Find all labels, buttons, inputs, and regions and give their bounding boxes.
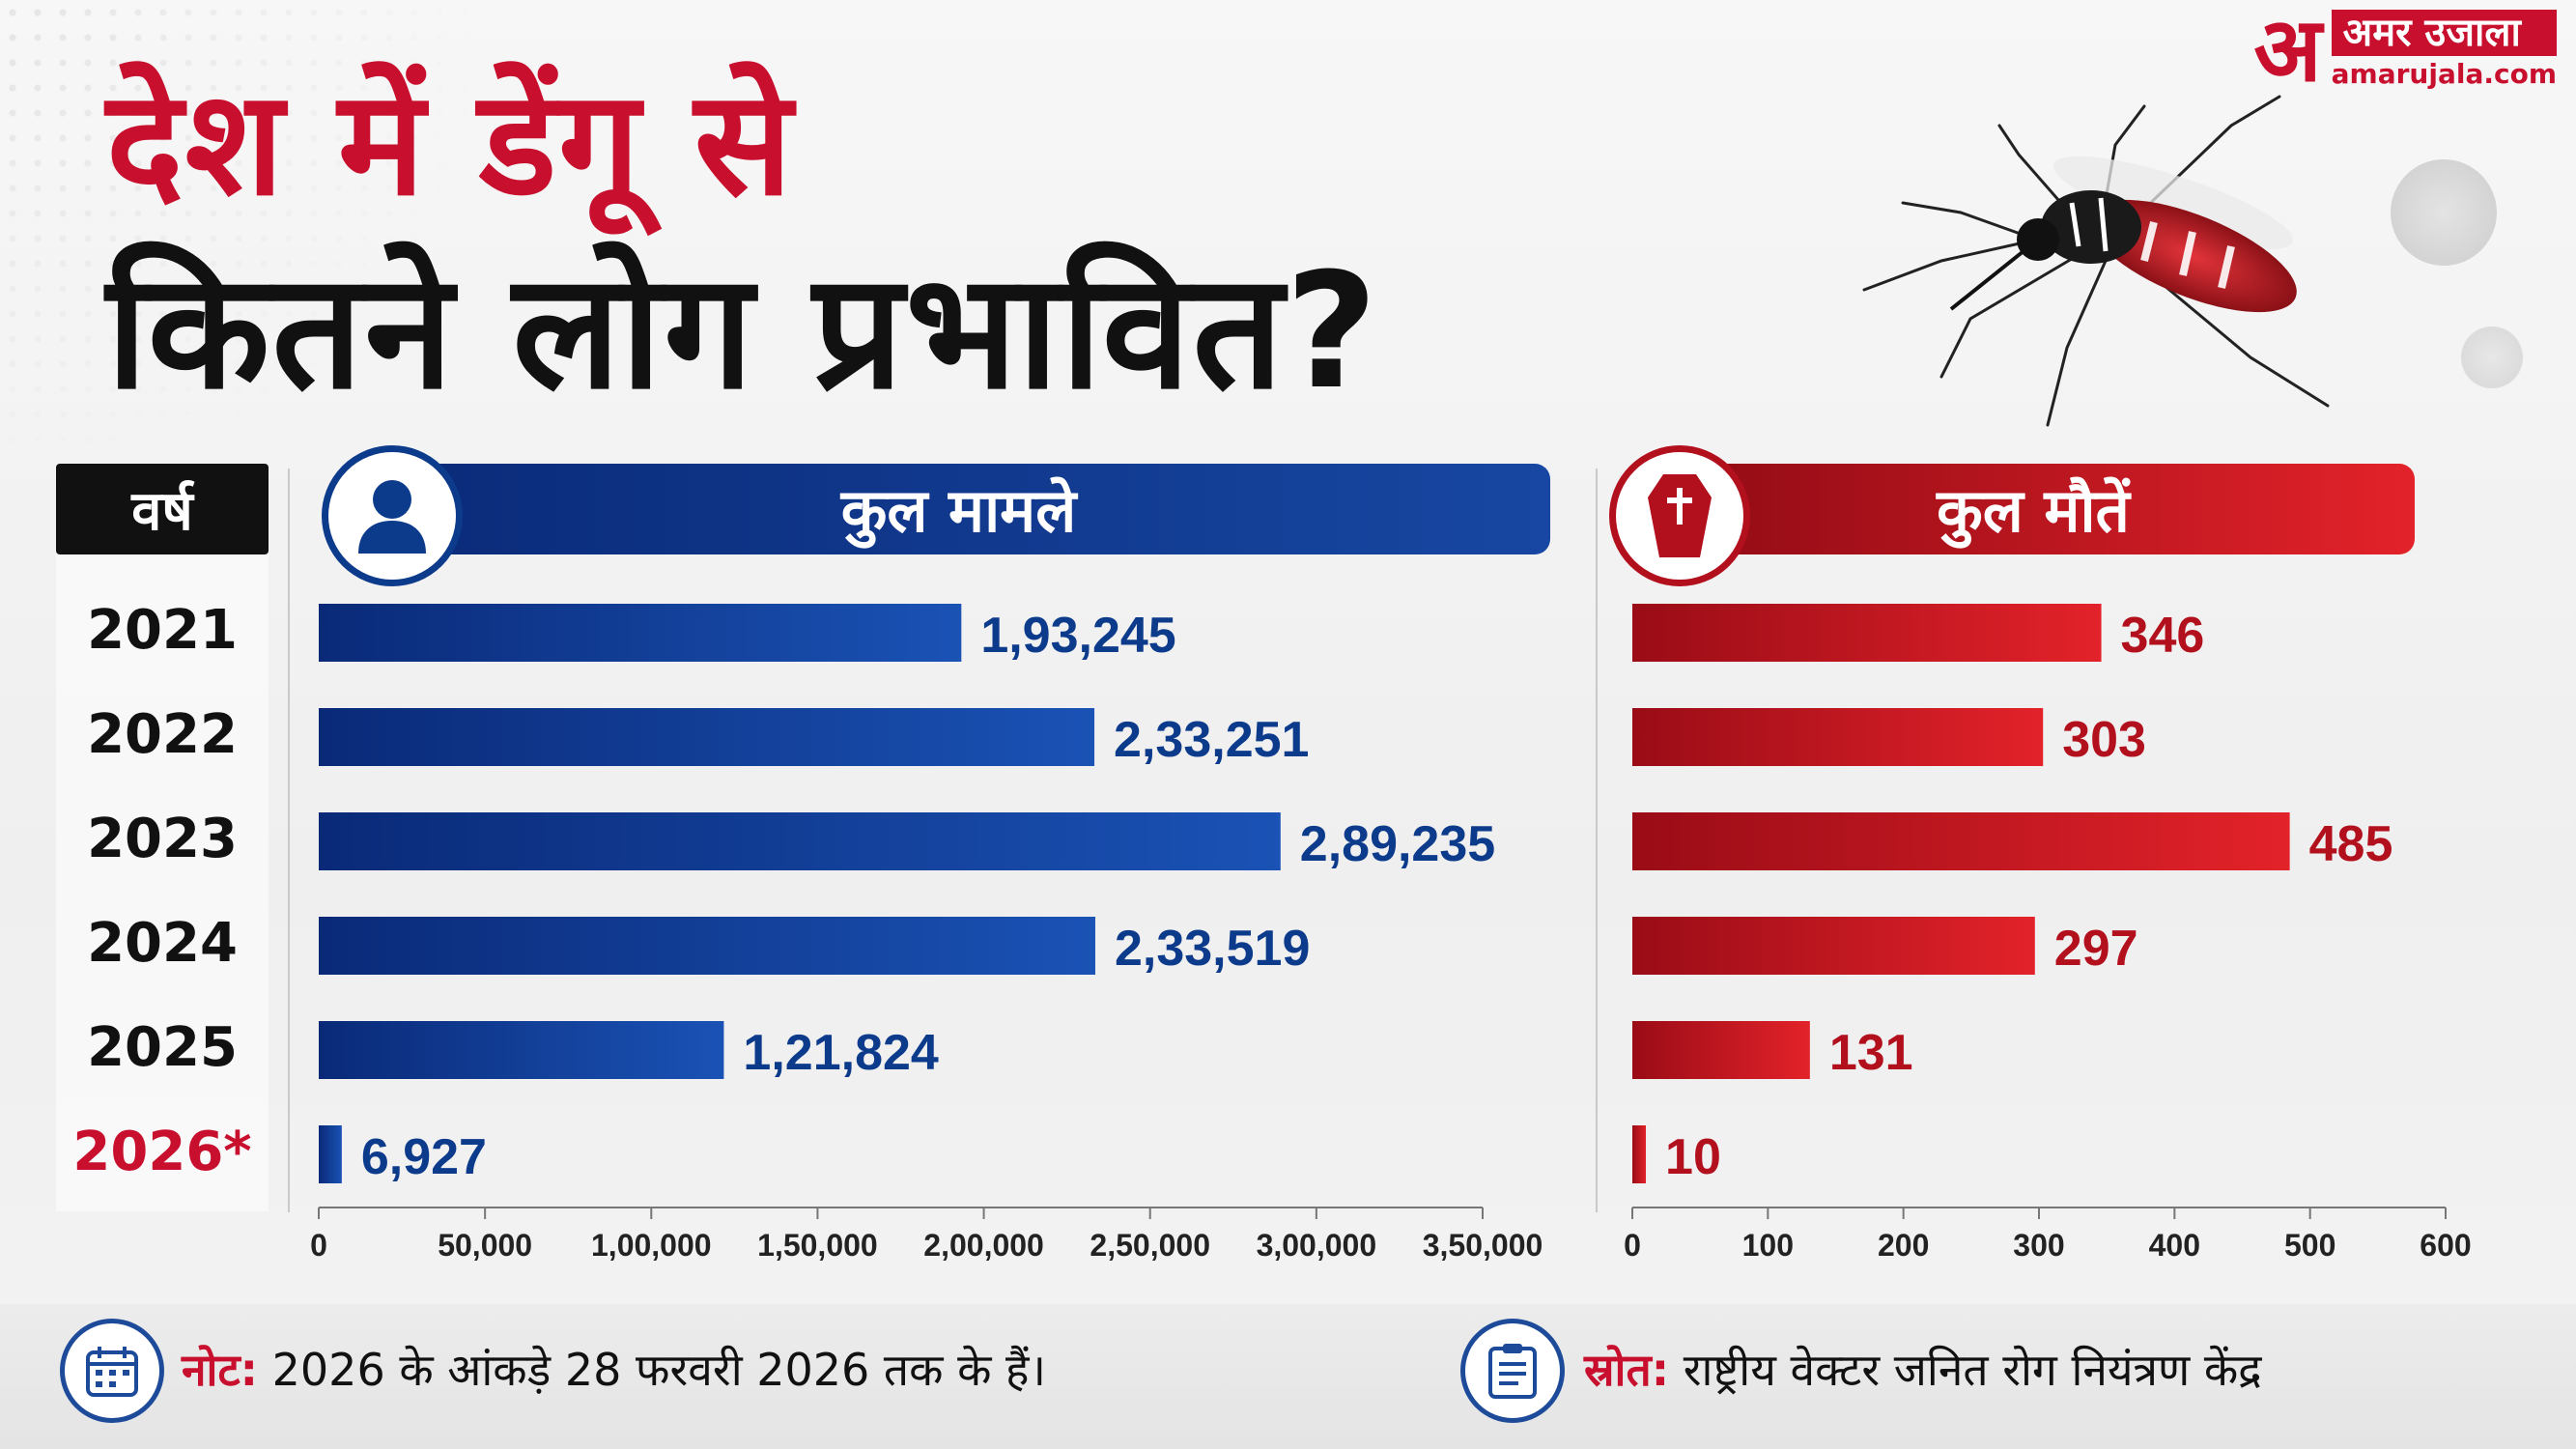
mosquito-illustration <box>1862 95 2523 427</box>
year-label-2026: 2026* <box>72 1121 252 1183</box>
deaths-bar-2023 <box>1632 812 2290 870</box>
cases-bar-2024 <box>319 917 1095 975</box>
clipboard-icon <box>1488 1344 1537 1399</box>
cases-value-label: 2,33,519 <box>1115 921 1310 977</box>
brand-url: amarujala.com <box>2331 58 2557 90</box>
year-column-background <box>56 554 269 1211</box>
footer-source: स्रोत: राष्ट्रीय वेक्टर जनित रोग नियंत्र… <box>1584 1339 2262 1399</box>
note-label: नोट: <box>182 1344 259 1396</box>
deaths-value-label: 485 <box>2309 816 2393 872</box>
deaths-value-label: 346 <box>2121 608 2205 664</box>
deaths-tick-label: 500 <box>2284 1228 2335 1263</box>
deaths-header-label: कुल मौतें <box>1937 475 2130 546</box>
cases-value-label: 1,21,824 <box>743 1025 938 1081</box>
cases-badge <box>322 445 463 586</box>
coffin-icon <box>1648 474 1712 557</box>
cases-bar-2023 <box>319 812 1281 870</box>
deaths-tick-label: 300 <box>2013 1228 2064 1263</box>
deaths-tick-label: 200 <box>1878 1228 1929 1263</box>
deaths-bar-2025 <box>1632 1021 1810 1079</box>
deaths-value-label: 297 <box>2054 921 2138 977</box>
year-header: वर्ष <box>56 464 269 554</box>
brand-mark: अ <box>2253 0 2322 101</box>
cases-tick-label: 0 <box>310 1228 327 1263</box>
deaths-badge <box>1609 445 1750 586</box>
source-label: स्रोत: <box>1584 1344 1670 1396</box>
deaths-header: कुल मौतें <box>1652 464 2415 554</box>
cases-chart: 1,93,245 2,33,251 2,89,235 2,33,519 1,21,824… <box>310 604 1543 1263</box>
deaths-tick-label: 600 <box>2420 1228 2471 1263</box>
footer-bar <box>0 1304 2576 1449</box>
cases-tick-label: 3,50,000 <box>1423 1228 1543 1263</box>
deaths-tick-label: 0 <box>1624 1228 1641 1263</box>
year-label-2022: 2022 <box>87 703 238 766</box>
deaths-bar-2021 <box>1632 604 2102 662</box>
cases-header: कुल मामले <box>367 464 1550 554</box>
year-label-2024: 2024 <box>87 912 238 975</box>
deaths-bar-2022 <box>1632 708 2044 766</box>
deaths-value-label: 303 <box>2062 712 2146 768</box>
deaths-bar-2024 <box>1632 917 2035 975</box>
calendar-icon <box>86 1347 138 1397</box>
year-label-2023: 2023 <box>87 808 238 870</box>
note-text: 2026 के आंकड़े 28 फरवरी 2026 तक के हैं। <box>258 1344 1046 1396</box>
cases-value-label: 6,927 <box>361 1129 487 1185</box>
cases-bar-2026 <box>319 1125 342 1183</box>
cases-value-label: 1,93,245 <box>980 608 1175 664</box>
cases-tick-label: 3,00,000 <box>1257 1228 1377 1263</box>
decorative-dot-pattern <box>0 0 502 502</box>
cases-bar-2022 <box>319 708 1095 766</box>
cases-left-divider <box>288 469 290 1212</box>
cases-value-label: 2,89,235 <box>1300 816 1495 872</box>
title-line-2: कितने लोग प्रभावित? <box>106 239 1380 424</box>
deaths-bar-2026 <box>1632 1125 1647 1183</box>
note-badge <box>60 1319 164 1423</box>
cases-tick-label: 2,50,000 <box>1090 1228 1210 1263</box>
deaths-tick-label: 400 <box>2149 1228 2200 1263</box>
cases-bar-2025 <box>319 1021 724 1079</box>
cases-tick-label: 1,00,000 <box>591 1228 712 1263</box>
deaths-left-divider <box>1596 469 1598 1212</box>
cases-tick-label: 1,50,000 <box>757 1228 878 1263</box>
year-label-2021: 2021 <box>87 599 238 662</box>
source-text: राष्ट्रीय वेक्टर जनित रोग नियंत्रण केंद्… <box>1669 1344 2262 1396</box>
deaths-tick-label: 100 <box>1742 1228 1794 1263</box>
cases-bar-2021 <box>319 604 962 662</box>
cases-value-label: 2,33,251 <box>1114 712 1309 768</box>
cases-header-label: कुल मामले <box>840 475 1077 546</box>
deaths-value-label: 131 <box>1829 1025 1913 1081</box>
source-badge <box>1460 1319 1565 1423</box>
brand-name: अमर उजाला <box>2331 10 2557 56</box>
cases-tick-label: 50,000 <box>438 1228 532 1263</box>
cases-tick-label: 2,00,000 <box>923 1228 1044 1263</box>
deaths-value-label: 10 <box>1665 1129 1721 1185</box>
brand-logo[interactable]: अ अमर उजाला amarujala.com <box>2253 6 2557 95</box>
footer-note: नोट: 2026 के आंकड़े 28 फरवरी 2026 तक के … <box>182 1339 1046 1399</box>
title-line-1: देश में डेंगू से <box>106 60 795 228</box>
person-icon <box>358 480 426 554</box>
year-label-2025: 2025 <box>87 1016 238 1079</box>
